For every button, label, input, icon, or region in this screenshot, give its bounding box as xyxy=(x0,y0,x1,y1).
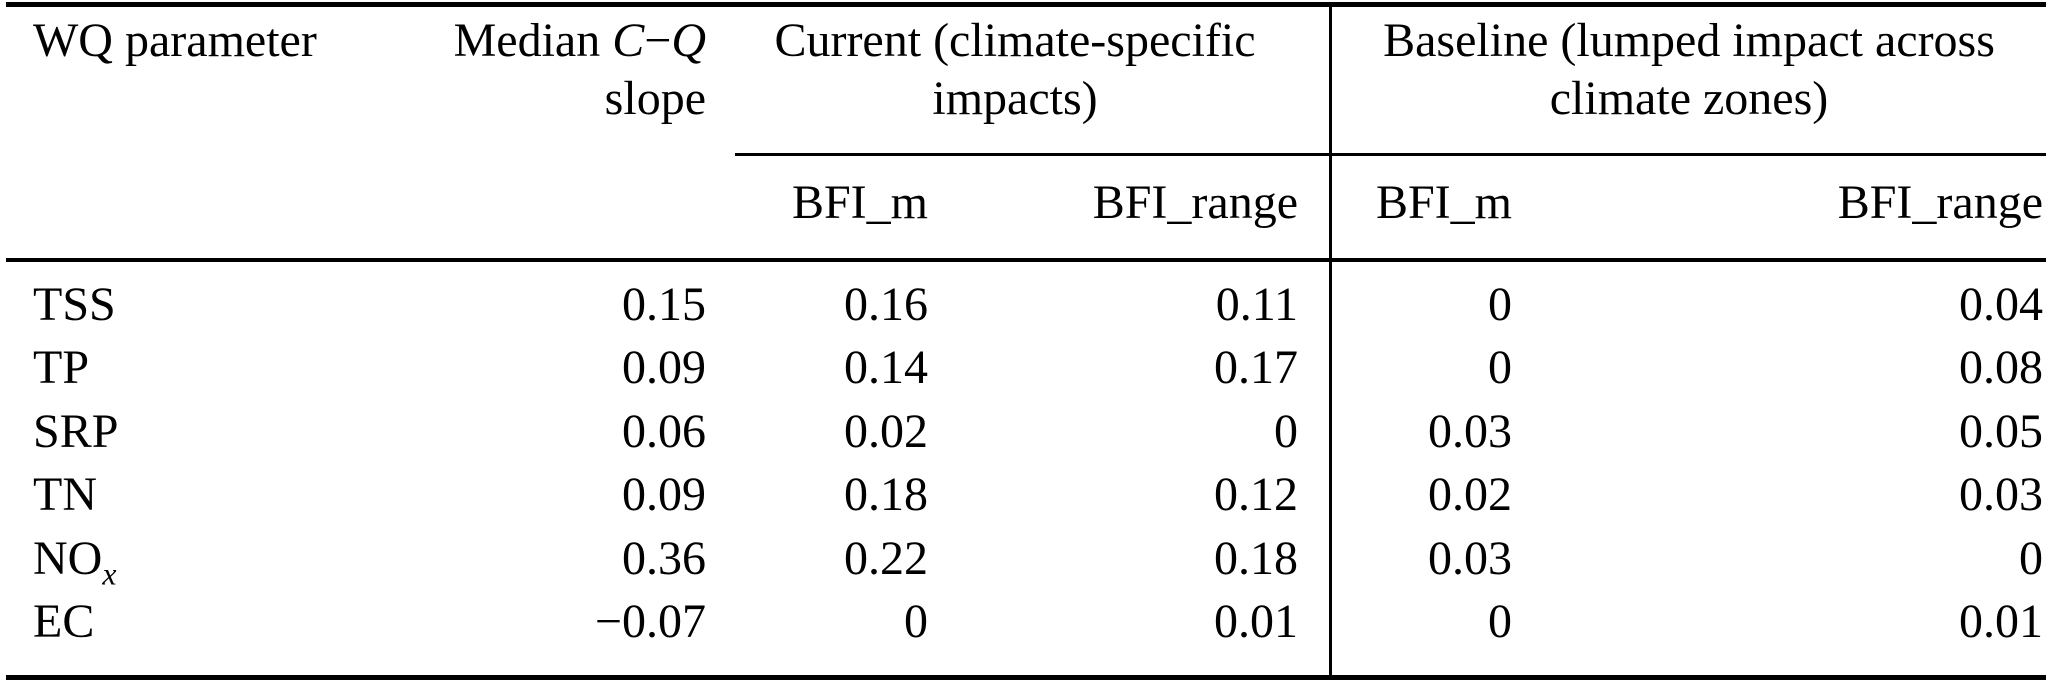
sub-header-current-bfi-m: BFI_m xyxy=(791,176,928,229)
row-label: TN xyxy=(33,471,97,519)
row-label-text: SRP xyxy=(33,405,119,458)
row-label-text: TP xyxy=(33,341,90,394)
column-group-divider-line xyxy=(1329,7,1332,675)
sub-header-baseline-bfi-range: BFI_range xyxy=(1837,176,2043,229)
header-body-separator-rule xyxy=(6,258,2046,262)
cell-median-slope: 0.15 xyxy=(622,278,706,331)
cell-median-slope: 0.09 xyxy=(622,341,706,394)
sub-header-current-bfi-range: BFI_range xyxy=(1092,176,1298,229)
median-header-line1: Median C−Q xyxy=(454,14,706,67)
cell-baseline-bfi-m: 0 xyxy=(1488,595,1512,648)
cell-baseline-bfi-m: 0.03 xyxy=(1428,532,1512,585)
cell-current-bfi-m: 0.02 xyxy=(844,405,928,458)
cell-baseline-bfi-m: 0.02 xyxy=(1428,468,1512,521)
cell-current-bfi-range: 0.11 xyxy=(1215,278,1298,331)
cell-current-bfi-m: 0.18 xyxy=(844,468,928,521)
group-baseline-line1: Baseline (lumped impact across xyxy=(1383,14,1995,67)
col-header-wq-parameter: WQ parameter xyxy=(33,14,317,67)
table-row: EC −0.07 0 0.01 0 0.01 xyxy=(0,598,2067,661)
cell-baseline-bfi-range: 0.01 xyxy=(1959,595,2043,648)
row-label-text: EC xyxy=(33,595,95,648)
row-label-subscript: x xyxy=(102,556,117,592)
group-current-line1: Current (climate-specific xyxy=(774,14,1256,67)
group-current-line2: impacts) xyxy=(932,72,1098,125)
cell-current-bfi-m: 0.14 xyxy=(844,341,928,394)
group-header-current: Current (climate-specific impacts) xyxy=(705,12,1325,128)
row-label: TSS xyxy=(33,281,116,329)
row-label: TP xyxy=(33,344,89,392)
cell-current-bfi-range: 0.18 xyxy=(1214,532,1298,585)
row-label: SRP xyxy=(33,408,118,456)
cell-current-bfi-range: 0.12 xyxy=(1214,468,1298,521)
sub-header-baseline-bfi-m: BFI_m xyxy=(1375,176,1512,229)
c-symbol: C xyxy=(612,14,645,67)
table-row: TSS 0.15 0.16 0.11 0 0.04 xyxy=(0,281,2067,344)
col-header-median-cq-slope: Median C−Q slope xyxy=(300,12,706,128)
table-row: TN 0.09 0.18 0.12 0.02 0.03 xyxy=(0,471,2067,534)
cell-baseline-bfi-m: 0 xyxy=(1488,278,1512,331)
cell-current-bfi-m: 0.16 xyxy=(844,278,928,331)
cell-current-bfi-range: 0.01 xyxy=(1214,595,1298,648)
row-label-text: NO xyxy=(33,532,103,585)
cell-current-bfi-m: 0.22 xyxy=(844,532,928,585)
table-row: TP 0.09 0.14 0.17 0 0.08 xyxy=(0,344,2067,407)
row-label-text: TN xyxy=(33,468,97,521)
cell-baseline-bfi-range: 0.05 xyxy=(1959,405,2043,458)
cell-current-bfi-range: 0 xyxy=(1274,405,1298,458)
cell-baseline-bfi-range: 0.03 xyxy=(1959,468,2043,521)
row-label: EC xyxy=(33,598,94,646)
table-row: SRP 0.06 0.02 0 0.03 0.05 xyxy=(0,408,2067,471)
cell-median-slope: 0.09 xyxy=(622,468,706,521)
cell-current-bfi-m: 0 xyxy=(904,595,928,648)
group-header-baseline: Baseline (lumped impact across climate z… xyxy=(1332,12,2046,128)
table-bottom-rule xyxy=(6,675,2046,680)
q-symbol: Q xyxy=(671,14,706,67)
cell-baseline-bfi-range: 0 xyxy=(2019,532,2043,585)
cell-current-bfi-range: 0.17 xyxy=(1214,341,1298,394)
row-label: NOx xyxy=(33,532,116,590)
row-label-text: TSS xyxy=(33,278,116,331)
group-baseline-line2: climate zones) xyxy=(1549,72,1829,125)
cell-baseline-bfi-range: 0.08 xyxy=(1959,341,2043,394)
cell-baseline-bfi-m: 0 xyxy=(1488,341,1512,394)
cell-baseline-bfi-range: 0.04 xyxy=(1959,278,2043,331)
cell-median-slope: 0.36 xyxy=(622,532,706,585)
table-top-rule xyxy=(6,2,2046,7)
median-header-prefix: Median xyxy=(453,14,613,67)
minus-dash: − xyxy=(644,14,672,67)
median-header-line2: slope xyxy=(604,72,706,125)
cell-median-slope: 0.06 xyxy=(622,405,706,458)
group-header-underline-rule xyxy=(735,153,2046,156)
cell-median-slope: −0.07 xyxy=(594,595,706,648)
cell-baseline-bfi-m: 0.03 xyxy=(1428,405,1512,458)
table-row: NOx 0.36 0.22 0.18 0.03 0 xyxy=(0,535,2067,598)
